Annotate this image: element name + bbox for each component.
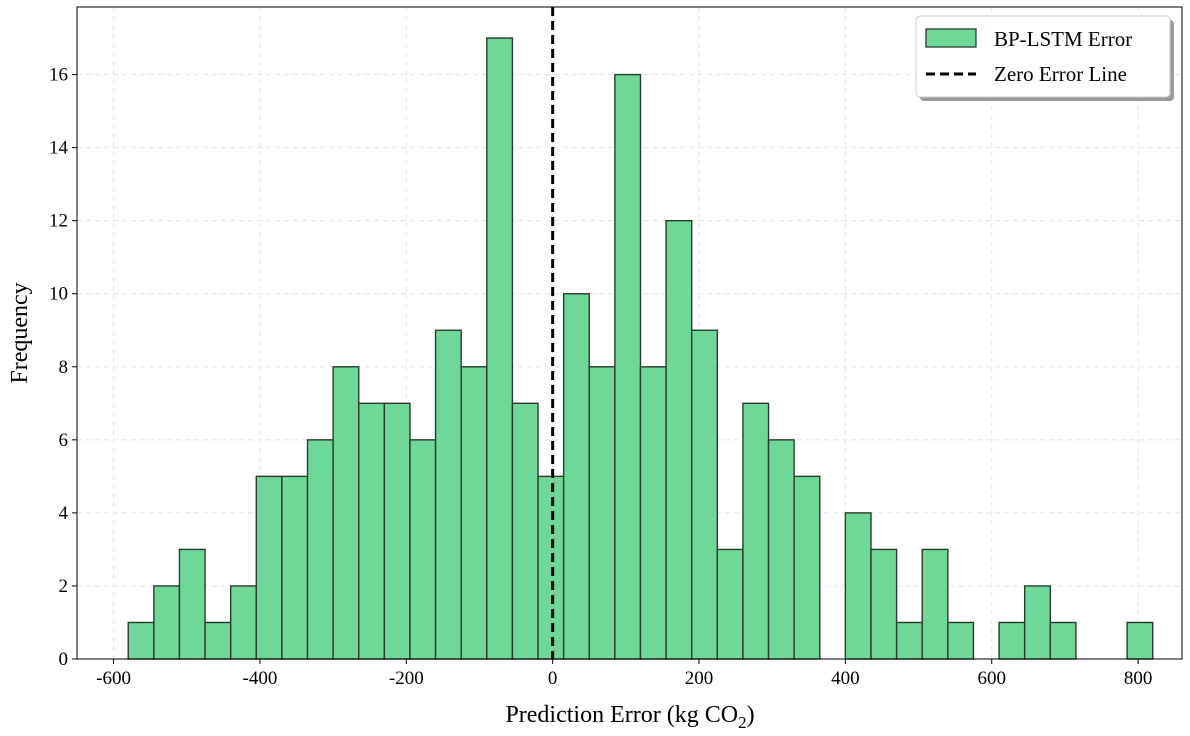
histogram-bar xyxy=(229,585,257,660)
histogram-bar xyxy=(358,402,386,660)
histogram-bar xyxy=(998,621,1026,660)
legend-label-bp-lstm-error: BP-LSTM Error xyxy=(994,27,1132,51)
histogram-bar xyxy=(562,293,590,660)
x-tick-label: 0 xyxy=(548,668,558,689)
histogram-bars xyxy=(127,37,1154,660)
histogram-bar xyxy=(1023,585,1051,660)
histogram-bar xyxy=(870,548,898,660)
histogram-bar xyxy=(383,402,411,660)
histogram-bar xyxy=(614,73,642,660)
histogram-bar xyxy=(178,548,206,660)
x-tick-label: 400 xyxy=(831,668,860,689)
histogram-bar xyxy=(332,366,360,660)
histogram-bar xyxy=(742,402,770,660)
histogram-bar xyxy=(716,548,744,660)
y-tick-label: 14 xyxy=(49,138,69,159)
x-tick-label: 600 xyxy=(977,668,1006,689)
x-tick-label: -600 xyxy=(96,668,131,689)
histogram-bar xyxy=(204,621,232,660)
histogram-bar xyxy=(1126,621,1154,660)
histogram-bar xyxy=(921,548,949,660)
y-tick-label: 12 xyxy=(49,211,68,232)
y-tick-label: 6 xyxy=(59,430,69,451)
histogram-bar xyxy=(460,366,488,660)
histogram-bar xyxy=(588,366,616,660)
histogram-bar xyxy=(767,439,795,660)
histogram-bar xyxy=(434,329,462,660)
histogram-bar xyxy=(281,475,309,660)
histogram-bar xyxy=(255,475,283,660)
x-axis-label-subscript: 2 xyxy=(738,713,747,732)
y-tick-label: 0 xyxy=(59,649,69,670)
x-tick-label: 800 xyxy=(1124,668,1153,689)
legend: BP-LSTM Error Zero Error Line xyxy=(915,15,1174,101)
x-tick-label: -200 xyxy=(389,668,424,689)
x-axis-ticks: -600 -400 -200 0 200 400 600 800 xyxy=(96,659,1152,689)
y-tick-label: 8 xyxy=(59,357,69,378)
histogram-bar xyxy=(127,621,155,660)
histogram-bar xyxy=(486,37,514,660)
histogram-bar xyxy=(511,402,539,660)
histogram-bar xyxy=(947,621,975,660)
histogram-bar xyxy=(409,439,437,660)
legend-box xyxy=(915,15,1171,98)
histogram-bar xyxy=(793,475,821,660)
y-axis-ticks: 0 2 4 6 8 10 12 14 16 xyxy=(49,65,77,670)
plot-frame xyxy=(76,6,1183,660)
x-axis-label: Prediction Error (kg CO2) xyxy=(505,702,754,732)
histogram-bar xyxy=(537,475,565,660)
x-tick-label: 200 xyxy=(685,668,714,689)
y-tick-label: 16 xyxy=(49,65,68,86)
y-tick-label: 4 xyxy=(59,503,69,524)
histogram-bar xyxy=(691,329,719,660)
legend-label-zero-error-line: Zero Error Line xyxy=(994,62,1127,86)
y-axis-label: Frequency xyxy=(7,282,33,383)
histogram-bar xyxy=(1049,621,1077,660)
histogram-bar xyxy=(153,585,181,660)
x-axis-label-close: ) xyxy=(747,702,755,728)
x-tick-label: -400 xyxy=(243,668,278,689)
histogram-bar xyxy=(665,219,693,660)
histogram-bar xyxy=(306,439,334,660)
histogram-bar xyxy=(844,512,872,660)
legend-swatch-bp-lstm-error xyxy=(925,28,977,48)
y-tick-label: 10 xyxy=(49,284,68,305)
histogram-bar xyxy=(639,366,667,660)
y-tick-label: 2 xyxy=(59,576,69,597)
histogram-bar xyxy=(895,621,923,660)
